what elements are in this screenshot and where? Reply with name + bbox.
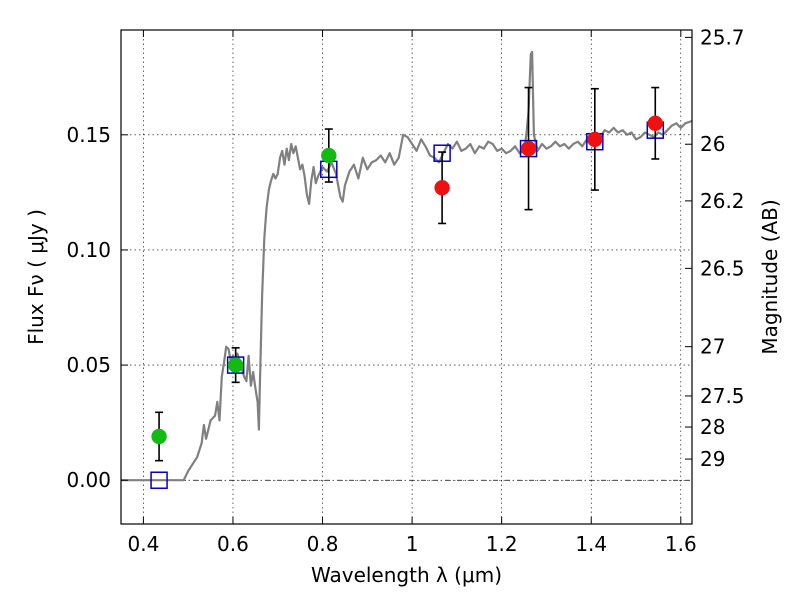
x-tick-label: 1.2 xyxy=(486,532,518,556)
x-tick-label: 1.6 xyxy=(665,532,697,556)
ticks: 0.4 0.6 0.8 1 1.2 1.4 1.6 0.00 0.05 0.10 0.15 25.7 2… xyxy=(66,25,744,556)
x-tick-label: 1 xyxy=(406,532,419,556)
y-tick-label: 0.15 xyxy=(66,123,111,147)
magnitude-tick-label: 26.2 xyxy=(700,189,745,213)
model-band-square xyxy=(150,471,168,489)
y-tick-label: 0.00 xyxy=(66,468,111,492)
x-tick-label: 1.4 xyxy=(575,532,607,556)
y-axis-label: Flux Fν ( μJy ) xyxy=(24,209,48,345)
plot-frame xyxy=(120,29,693,525)
observed-nir-point xyxy=(647,115,664,132)
magnitude-tick-label: 26.5 xyxy=(700,256,745,280)
y-tick-label: 0.05 xyxy=(66,353,111,377)
grid xyxy=(121,30,692,524)
observed-nir-point xyxy=(520,140,537,157)
magnitude-tick-label: 27.5 xyxy=(700,384,745,408)
observed-optical-point xyxy=(227,357,244,373)
model-spectrum-line xyxy=(121,50,693,482)
x-axis-label: Wavelength λ (μm) xyxy=(311,563,502,587)
magnitude-tick-label: 29 xyxy=(700,447,725,471)
magnitude-tick-label: 26 xyxy=(700,132,725,156)
observed-nir-point xyxy=(434,180,450,196)
magnitude-tick-label: 28 xyxy=(700,415,725,439)
y-tick-label: 0.10 xyxy=(66,238,111,262)
magnitude-tick-label: 25.7 xyxy=(700,25,745,49)
observed-optical-point xyxy=(151,428,167,445)
observed-optical-point xyxy=(321,147,337,164)
observed-nir-point xyxy=(587,131,603,148)
x-tick-label: 0.6 xyxy=(217,532,249,556)
x-tick-label: 0.8 xyxy=(307,532,339,556)
right-y-axis-label: Magnitude (AB) xyxy=(758,199,782,354)
x-tick-label: 0.4 xyxy=(127,532,159,556)
plot-area xyxy=(121,50,693,489)
magnitude-tick-label: 27 xyxy=(700,335,725,359)
